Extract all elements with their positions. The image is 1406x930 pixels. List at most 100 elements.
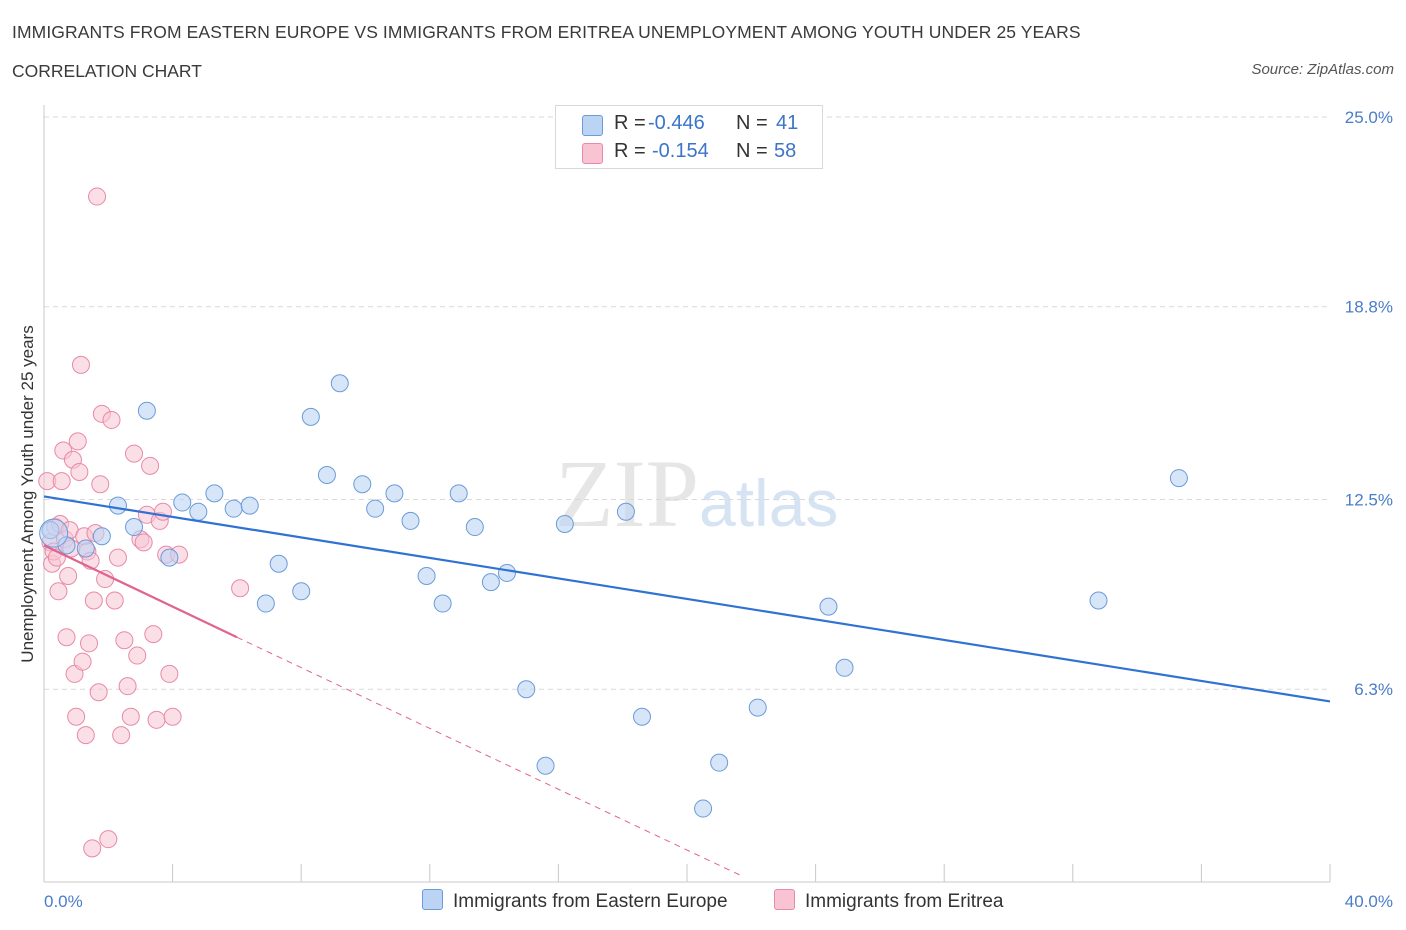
eritrea-point <box>144 625 163 644</box>
eritrea-point <box>121 707 140 726</box>
eastern-europe-point <box>401 511 420 530</box>
blue-swatch-icon <box>582 115 603 136</box>
legend-row-eastern-europe: R = -0.446 N = 41 <box>556 111 822 139</box>
eastern-europe-point <box>189 502 208 521</box>
watermark-atlas: atlas <box>699 466 839 540</box>
eastern-europe-point <box>173 493 192 512</box>
eritrea-point <box>108 548 127 567</box>
eastern-europe-point <box>748 698 767 717</box>
eastern-europe-point <box>835 658 854 677</box>
eastern-europe-point <box>92 527 111 546</box>
legend-label: Immigrants from Eastern Europe <box>453 891 728 912</box>
eritrea-point <box>163 707 182 726</box>
watermark-zip: ZIP <box>555 440 699 547</box>
eritrea-point <box>118 677 137 696</box>
eritrea-point <box>67 707 86 726</box>
eastern-europe-point <box>240 496 259 515</box>
eritrea-point <box>80 634 99 653</box>
eastern-europe-point <box>819 597 838 616</box>
eritrea-point <box>134 533 153 552</box>
eritrea-point <box>73 652 92 671</box>
eritrea-point <box>57 628 76 647</box>
eritrea-trendline-extension <box>236 636 742 877</box>
eastern-europe-point <box>497 563 516 582</box>
legend-label: Immigrants from Eritrea <box>805 891 1004 912</box>
x-tick-label: 40.0% <box>1345 892 1393 911</box>
eastern-europe-trendline <box>43 495 1331 703</box>
pink-swatch-icon <box>582 143 603 164</box>
eritrea-point <box>59 567 78 585</box>
eastern-europe-point <box>301 407 320 426</box>
eritrea-point <box>84 591 103 610</box>
y-tick-label: 25.0% <box>1345 108 1393 127</box>
n-value: 41 <box>776 112 799 134</box>
eastern-europe-point <box>555 514 574 533</box>
eritrea-point <box>52 472 71 491</box>
eastern-europe-point <box>317 466 336 485</box>
n-label: N = <box>736 112 768 134</box>
eritrea-point <box>147 710 166 729</box>
eastern-europe-point <box>385 484 404 503</box>
eastern-europe-point <box>39 518 69 548</box>
eritrea-point <box>83 839 102 858</box>
eritrea-point <box>141 456 160 475</box>
eritrea-point <box>76 726 95 745</box>
x-tick-label: 0.0% <box>44 892 83 911</box>
r-value: -0.154 <box>652 140 709 162</box>
eastern-europe-point <box>224 499 243 518</box>
blue-swatch-icon <box>422 889 443 910</box>
eastern-europe-point <box>465 518 484 537</box>
eastern-europe-point <box>366 499 385 518</box>
eritrea-point <box>71 355 90 374</box>
eritrea-point <box>115 631 134 650</box>
eritrea-trendline <box>43 544 238 639</box>
chart-title: IMMIGRANTS FROM EASTERN EUROPE VS IMMIGR… <box>12 22 1081 42</box>
eastern-europe-point <box>481 573 500 592</box>
eritrea-point <box>153 502 172 521</box>
source-label: Source: ZipAtlas.com <box>1251 61 1394 78</box>
correlation-legend: R = -0.446 N = 41 R = -0.154 N = 58 <box>555 105 823 169</box>
eastern-europe-point <box>710 753 729 772</box>
y-tick-label: 12.5% <box>1345 491 1393 510</box>
eritrea-point <box>49 582 68 601</box>
eastern-europe-point <box>536 756 555 775</box>
y-tick-label: 6.3% <box>1354 680 1393 699</box>
y-axis-label: Unemployment Among Youth under 25 years <box>18 325 37 662</box>
eastern-europe-point <box>517 680 536 699</box>
r-label: R = <box>614 112 646 134</box>
eastern-europe-point <box>330 374 349 393</box>
eritrea-point <box>91 475 110 494</box>
eastern-europe-point <box>632 707 651 726</box>
eritrea-point <box>70 462 89 481</box>
eritrea-point <box>102 410 121 429</box>
eastern-europe-point <box>694 799 713 818</box>
eastern-europe-point <box>76 539 95 558</box>
eritrea-point <box>105 591 124 610</box>
chart-subtitle: CORRELATION CHART <box>12 61 202 81</box>
eastern-europe-point <box>269 554 288 573</box>
eritrea-point <box>231 579 250 598</box>
legend-item-eastern-europe[interactable]: Immigrants from Eastern Europe <box>422 889 728 913</box>
eastern-europe-point <box>160 548 179 567</box>
eritrea-point <box>68 432 87 451</box>
eritrea-point <box>112 726 131 745</box>
eritrea-point <box>128 646 147 665</box>
n-value: 58 <box>774 140 797 162</box>
pink-swatch-icon <box>774 889 795 910</box>
eastern-europe-point <box>433 594 452 613</box>
eastern-europe-point <box>292 582 311 601</box>
watermark: ZIPatlas <box>555 438 838 549</box>
eastern-europe-point <box>616 502 635 521</box>
eastern-europe-point <box>417 567 436 585</box>
eritrea-point <box>88 187 107 206</box>
eritrea-point <box>96 570 115 589</box>
eritrea-point <box>99 830 118 849</box>
n-label: N = <box>736 140 768 162</box>
eastern-europe-point <box>449 484 468 503</box>
legend-item-eritrea[interactable]: Immigrants from Eritrea <box>774 889 1003 913</box>
eastern-europe-point <box>137 401 156 420</box>
eastern-europe-point <box>353 475 372 494</box>
eastern-europe-point <box>256 594 275 613</box>
eritrea-point <box>160 664 179 683</box>
eritrea-point <box>89 683 108 702</box>
